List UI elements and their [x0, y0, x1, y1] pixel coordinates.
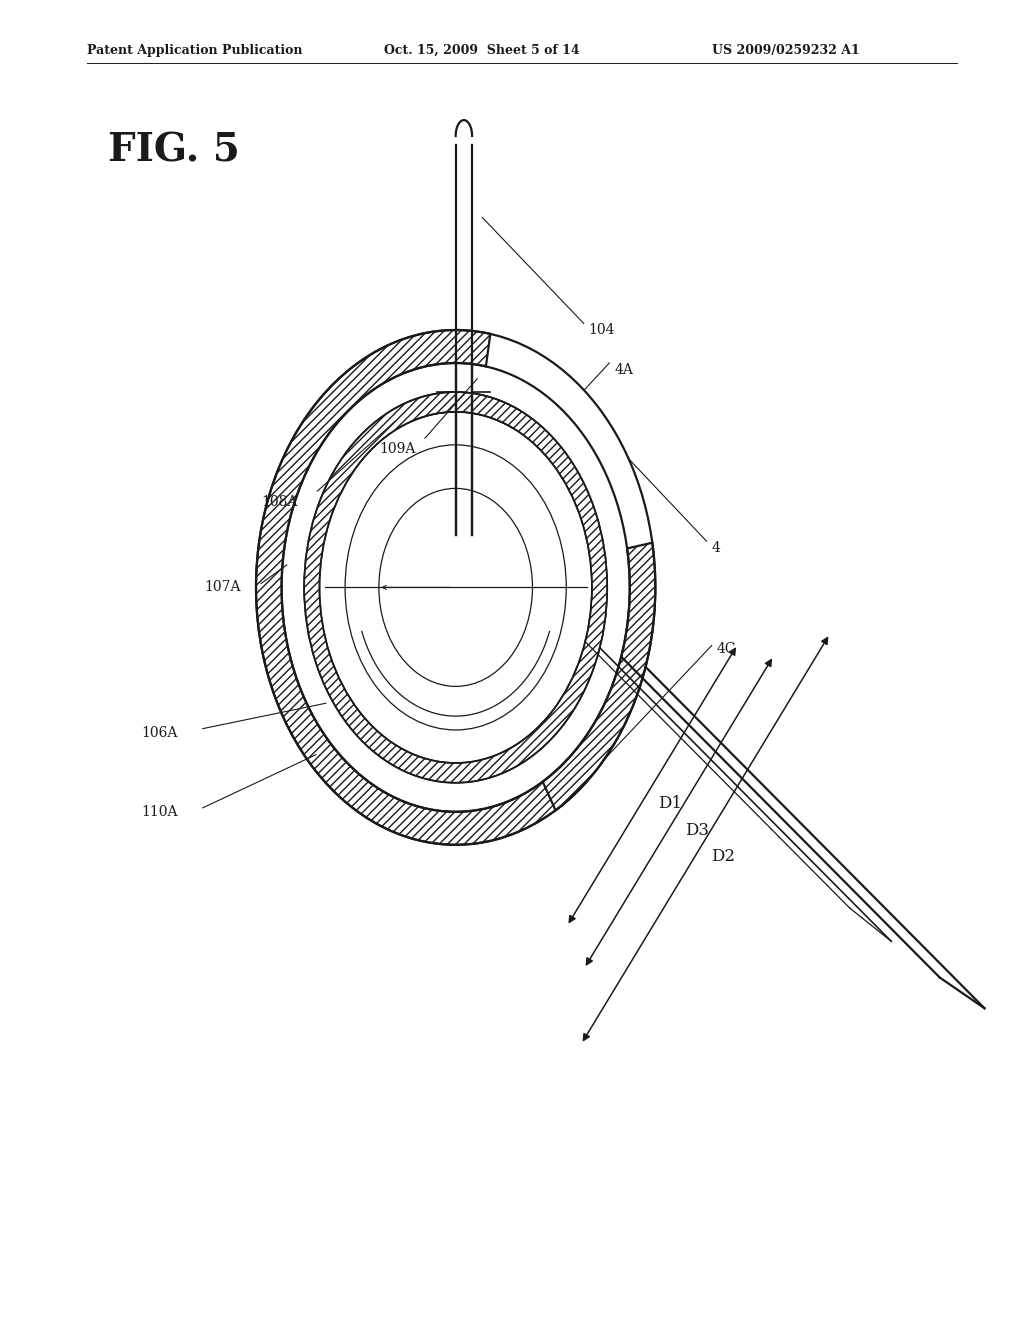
Text: D3: D3 [685, 821, 709, 838]
Text: 4: 4 [712, 541, 721, 554]
Text: 108A: 108A [261, 495, 298, 508]
Circle shape [304, 392, 607, 783]
Text: FIG. 5: FIG. 5 [108, 132, 240, 170]
Circle shape [319, 412, 592, 763]
Text: D2: D2 [712, 849, 735, 866]
Text: US 2009/0259232 A1: US 2009/0259232 A1 [712, 44, 859, 57]
Text: Patent Application Publication: Patent Application Publication [87, 44, 302, 57]
Wedge shape [256, 330, 584, 845]
Text: 110A: 110A [141, 805, 178, 818]
Text: Oct. 15, 2009  Sheet 5 of 14: Oct. 15, 2009 Sheet 5 of 14 [384, 44, 580, 57]
Text: 4A: 4A [614, 363, 633, 376]
Text: 4C: 4C [717, 643, 736, 656]
Circle shape [256, 330, 655, 845]
Text: 104: 104 [589, 323, 615, 337]
Text: 107A: 107A [205, 581, 242, 594]
Circle shape [282, 363, 630, 812]
Circle shape [379, 488, 532, 686]
Wedge shape [391, 392, 520, 428]
Text: 109A: 109A [379, 442, 416, 455]
Text: D1: D1 [658, 795, 682, 812]
Circle shape [345, 445, 566, 730]
Text: 106A: 106A [141, 726, 178, 739]
Wedge shape [304, 392, 607, 783]
Wedge shape [543, 543, 655, 810]
